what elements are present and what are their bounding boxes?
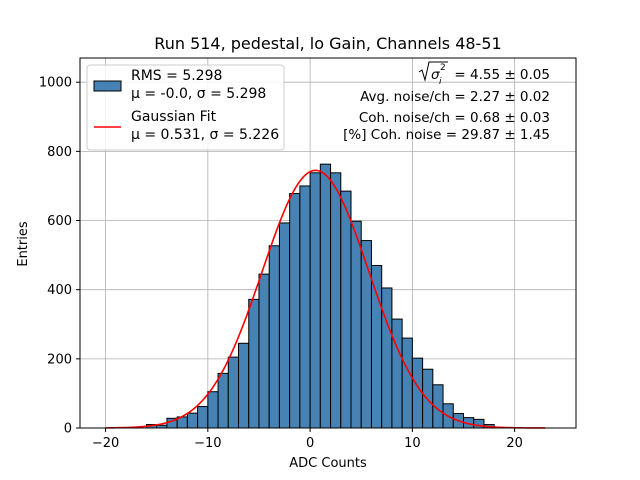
x-axis-ticks: −20 −10 0 10 20 [92, 428, 523, 451]
legend-fit-line2: μ = 0.531, σ = 5.226 [131, 127, 279, 143]
legend-box [86, 64, 285, 151]
histogram-bar [299, 185, 311, 429]
histogram-bar [411, 357, 424, 429]
histogram-bar [186, 412, 199, 429]
legend-histogram-line2: μ = -0.0, σ = 5.298 [131, 86, 266, 102]
histogram-bar [370, 264, 383, 429]
x-tick-label: 20 [506, 436, 523, 451]
histogram-bar [217, 372, 229, 429]
histogram-bar [391, 318, 403, 429]
stat-avg-noise: Avg. noise/ch = 2.27 ± 0.02 [360, 89, 550, 105]
x-tick-label: −10 [194, 436, 221, 451]
sqrt-sigma-symbol: σ i 2 [418, 61, 448, 87]
y-tick-label: 400 [47, 283, 72, 298]
x-axis-label: ADC Counts [289, 456, 367, 471]
legend-histogram-line1: RMS = 5.298 [131, 68, 222, 84]
histogram-bar [340, 190, 352, 429]
histogram-bar [289, 193, 301, 429]
x-tick-label: 0 [306, 436, 314, 451]
y-tick-label: 200 [47, 352, 72, 367]
histogram-bar [309, 172, 321, 429]
x-tick-label: −20 [92, 436, 119, 451]
legend-histogram-swatch [93, 80, 122, 92]
y-tick-label: 600 [47, 214, 72, 229]
histogram-bar [360, 240, 372, 429]
histogram-bar [258, 273, 270, 429]
y-tick-label: 0 [64, 422, 72, 437]
chart-title: Run 514, pedestal, lo Gain, Channels 48-… [154, 34, 501, 53]
x-tick-label: 10 [404, 436, 421, 451]
histogram-bar [248, 298, 260, 429]
gaussian-fit-curve [105, 169, 546, 429]
y-axis-label: Entries [16, 221, 31, 267]
histogram-bar [268, 245, 280, 429]
stat-coh-noise: Coh. noise/ch = 0.68 ± 0.03 [359, 110, 550, 126]
svg-text:i: i [439, 77, 442, 87]
stat-sigma-value: = 4.55 ± 0.05 [454, 67, 550, 83]
histogram-bar [381, 287, 393, 429]
histogram-bar [227, 356, 240, 429]
plot-frame [79, 57, 577, 429]
histogram-bar [330, 172, 342, 429]
stat-coh-noise-percent: [%] Coh. noise = 29.87 ± 1.45 [343, 127, 550, 143]
histogram-bar [238, 342, 250, 429]
histogram-bar [350, 220, 362, 429]
legend: RMS = 5.298 μ = -0.0, σ = 5.298 Gaussian… [86, 64, 285, 151]
histogram-bar [319, 163, 332, 429]
y-axis-ticks: 0 200 400 600 800 1000 [39, 76, 80, 437]
histogram-bar [278, 222, 291, 429]
y-tick-label: 800 [47, 145, 72, 160]
legend-fit-line1: Gaussian Fit [131, 109, 217, 125]
y-tick-label: 1000 [39, 76, 72, 91]
histogram-bar [401, 337, 413, 429]
stats-annotations: σ i 2 = 4.55 ± 0.05 Avg. noise/ch = 2.27… [343, 61, 550, 143]
histogram-bars [145, 163, 495, 429]
svg-text:σ: σ [431, 67, 440, 83]
histogram-bar [197, 406, 209, 429]
histogram-bar [207, 391, 219, 429]
svg-text:2: 2 [440, 63, 446, 73]
